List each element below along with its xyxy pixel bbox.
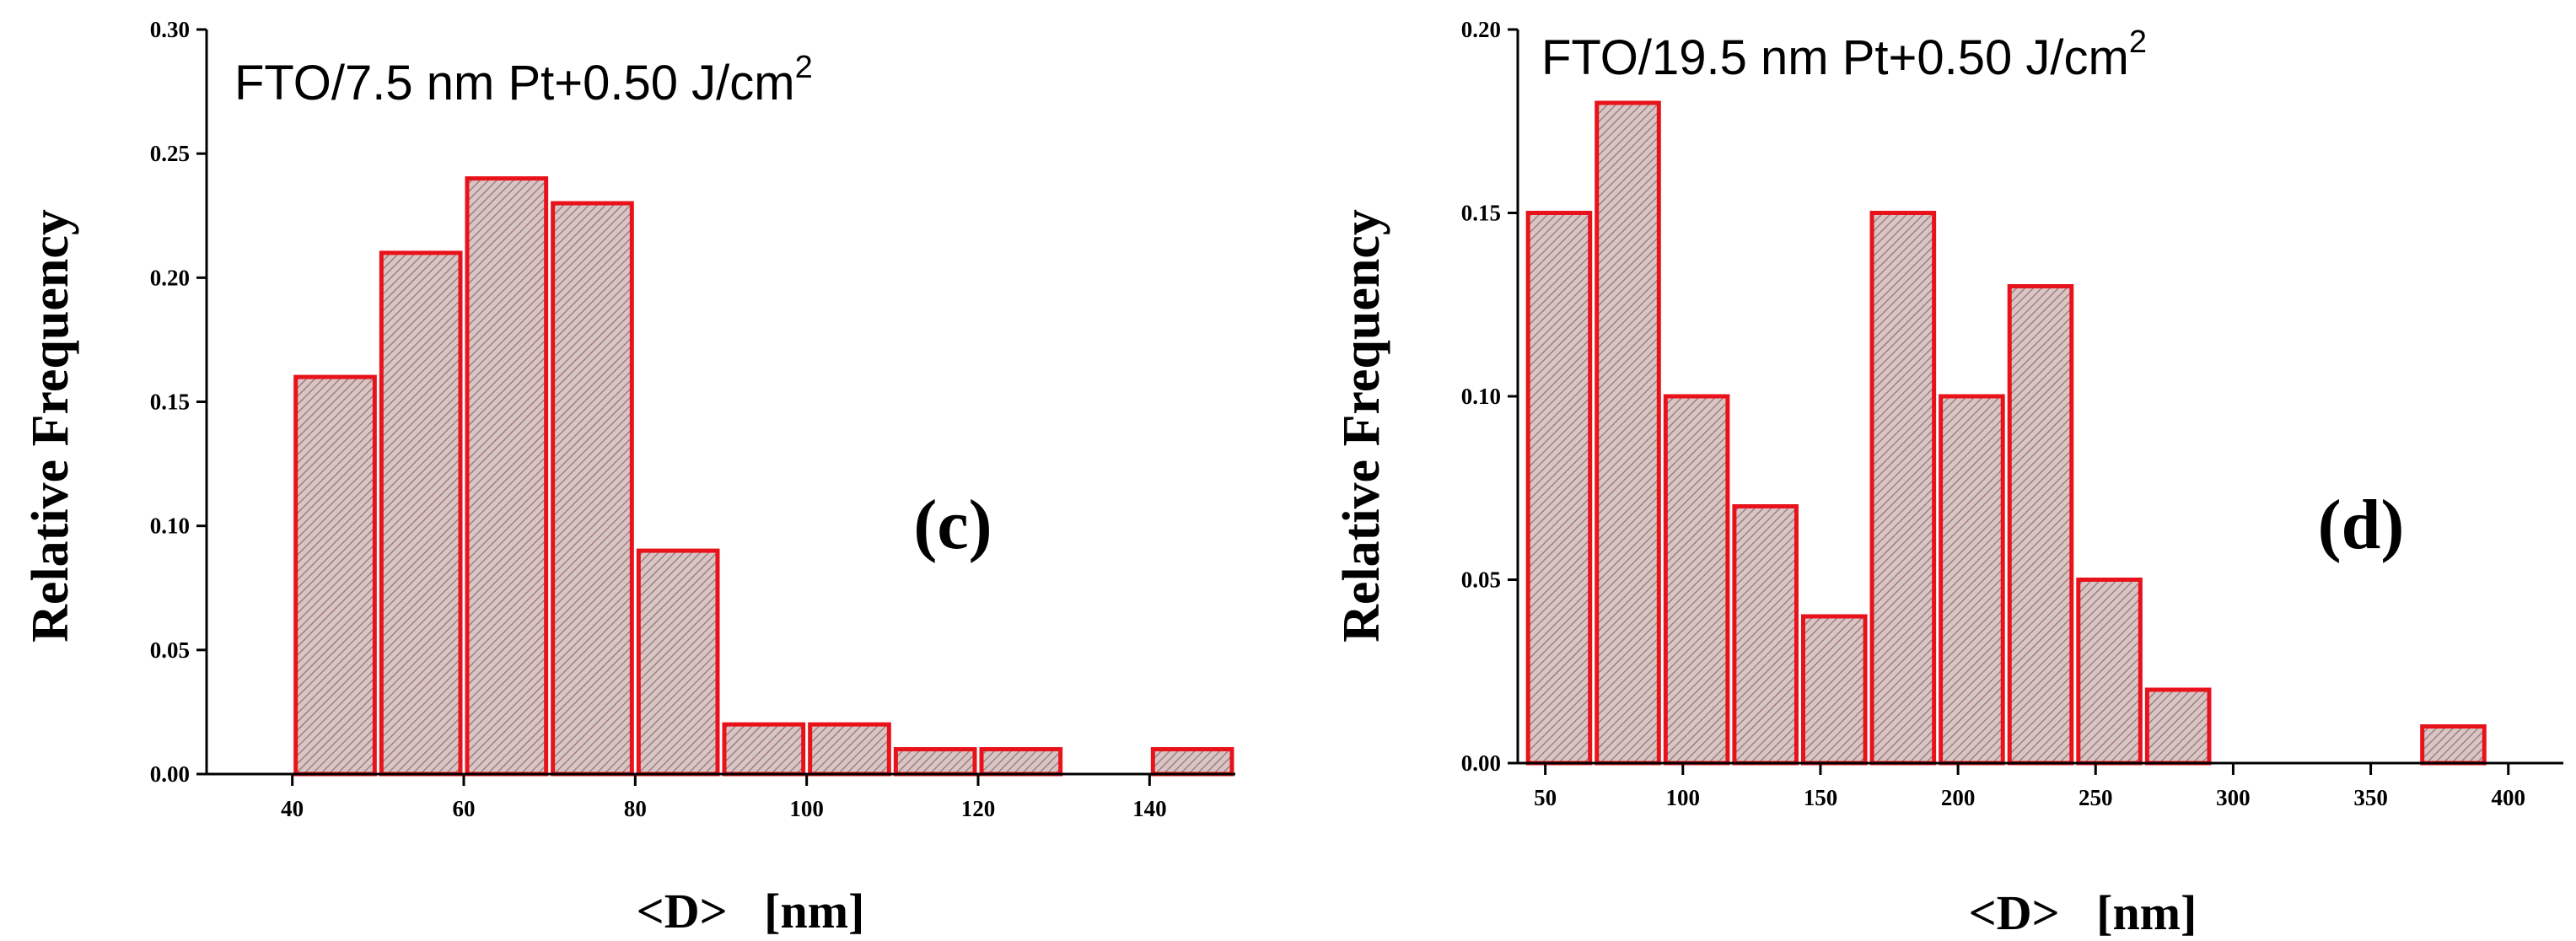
y-tick-label-c-0: 0.00 [150,761,190,787]
bar-d-4 [1800,614,1868,766]
bar-c-2 [465,176,549,777]
y-tick-label-c-2: 0.10 [150,514,190,539]
bar-d-10 [2420,724,2487,766]
x-tick-label-c-0: 40 [281,796,304,821]
y-tick-label-c-6: 0.30 [150,17,190,42]
chart-title-c-text: FTO/7.5 nm Pt+0.50 J/cm [234,56,795,110]
bar-c-0 [293,374,377,777]
bar-c-9 [1150,747,1234,777]
bar-d-7 [2007,284,2074,766]
chart-title-d: FTO/19.5 nm Pt+0.50 J/cm2 [1541,24,2147,85]
y-tick-label-d-3: 0.15 [1461,201,1501,226]
panel-label-d: (d) [2318,486,2405,564]
x-tick-label-c-5: 140 [1132,796,1167,821]
x-tick-label-d-7: 400 [2491,785,2525,810]
bar-c-5 [722,722,806,777]
bar-c-6 [808,722,891,777]
x-tick-label-c-1: 60 [453,796,476,821]
x-tick-label-d-6: 350 [2353,785,2388,810]
y-tick-label-c-1: 0.05 [150,637,190,663]
x-tick-label-c-3: 100 [789,796,824,821]
y-tick-label-c-4: 0.20 [150,265,190,290]
x-tick-label-d-1: 100 [1666,785,1701,810]
x-tick-label-d-5: 300 [2216,785,2251,810]
x-tick-label-d-4: 250 [2079,785,2113,810]
axes-d: 0.00 0.05 0.10 0.15 0.20 50 100 150 200 250 300 350… [1461,17,2563,810]
x-tick-label-d-0: 50 [1534,785,1557,810]
y-axis-label-d: Relative Frequency [1333,209,1390,643]
bar-d-0 [1525,211,1593,766]
panel-label-c: (c) [913,486,992,564]
x-tick-label-d-2: 150 [1804,785,1838,810]
y-tick-label-d-2: 0.10 [1461,384,1501,409]
x-tick-label-d-3: 200 [1941,785,1976,810]
x-axis-label-c: <D> [nm] [637,884,865,938]
chart-title-d-text: FTO/19.5 nm Pt+0.50 J/cm [1541,30,2129,85]
axes-c: 0.00 0.05 0.10 0.15 0.20 0.25 0.30 40 60 80 100 120… [150,17,1235,821]
bar-d-8 [2076,578,2143,766]
y-tick-label-d-4: 0.20 [1461,17,1501,42]
bar-c-7 [893,747,977,777]
bar-c-1 [379,250,463,777]
bar-d-5 [1869,211,1937,766]
y-tick-label-d-1: 0.05 [1461,567,1501,593]
y-axis-label-c: Relative Frequency [22,209,79,643]
chart-title-c-superscript: 2 [795,50,813,85]
bar-d-9 [2144,687,2212,766]
bar-c-4 [636,548,720,777]
chart-title-d-superscript: 2 [2129,24,2147,60]
bar-d-2 [1663,394,1730,766]
x-tick-label-c-4: 120 [961,796,996,821]
panel-d: 0.00 0.05 0.10 0.15 0.20 50 100 150 200 250 300 350… [1333,17,2563,940]
y-tick-label-d-0: 0.00 [1461,750,1501,776]
y-tick-label-c-5: 0.25 [150,141,190,166]
bar-c-3 [551,201,634,777]
y-tick-label-c-3: 0.15 [150,390,190,415]
chart-title-c: FTO/7.5 nm Pt+0.50 J/cm2 [234,50,813,110]
bar-c-8 [979,747,1063,777]
bars-d [1525,100,2487,766]
bar-d-1 [1595,100,1661,766]
bar-d-6 [1939,394,2005,766]
panel-c: 0.00 0.05 0.10 0.15 0.20 0.25 0.30 40 60 80 100 120… [22,17,1235,938]
bars-c [293,176,1234,777]
bar-d-3 [1732,504,1799,766]
x-tick-label-c-2: 80 [624,796,647,821]
x-axis-label-d: <D> [nm] [1969,885,2197,940]
